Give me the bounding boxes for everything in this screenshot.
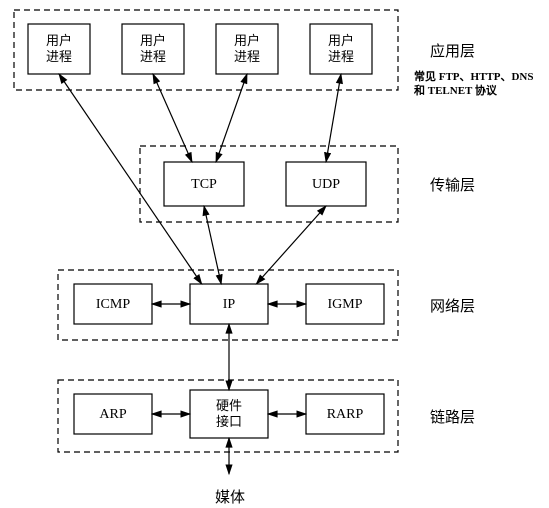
svg-text:ARP: ARP — [99, 407, 126, 422]
svg-text:接口: 接口 — [216, 414, 242, 429]
svg-text:进程: 进程 — [234, 49, 260, 64]
svg-text:用户: 用户 — [46, 33, 72, 48]
protocols-note: 常见 FTP、HTTP、DNS 和 TELNET 协议 — [414, 70, 544, 99]
svg-text:ICMP: ICMP — [96, 297, 130, 312]
svg-text:IGMP: IGMP — [327, 297, 362, 312]
svg-text:用户: 用户 — [234, 33, 260, 48]
media-label: 媒体 — [200, 486, 260, 507]
layer-label-network: 网络层 — [430, 295, 475, 316]
svg-text:用户: 用户 — [328, 33, 354, 48]
svg-text:进程: 进程 — [46, 49, 72, 64]
layer-label-transport: 传输层 — [430, 174, 475, 195]
svg-text:硬件: 硬件 — [216, 398, 242, 413]
svg-text:进程: 进程 — [140, 49, 166, 64]
svg-text:IP: IP — [223, 297, 236, 312]
svg-text:TCP: TCP — [191, 177, 217, 192]
svg-text:UDP: UDP — [312, 177, 340, 192]
svg-text:用户: 用户 — [140, 33, 166, 48]
svg-text:RARP: RARP — [327, 407, 364, 422]
layer-label-link: 链路层 — [430, 406, 475, 427]
svg-text:进程: 进程 — [328, 49, 354, 64]
layer-label-app: 应用层 — [430, 40, 475, 61]
